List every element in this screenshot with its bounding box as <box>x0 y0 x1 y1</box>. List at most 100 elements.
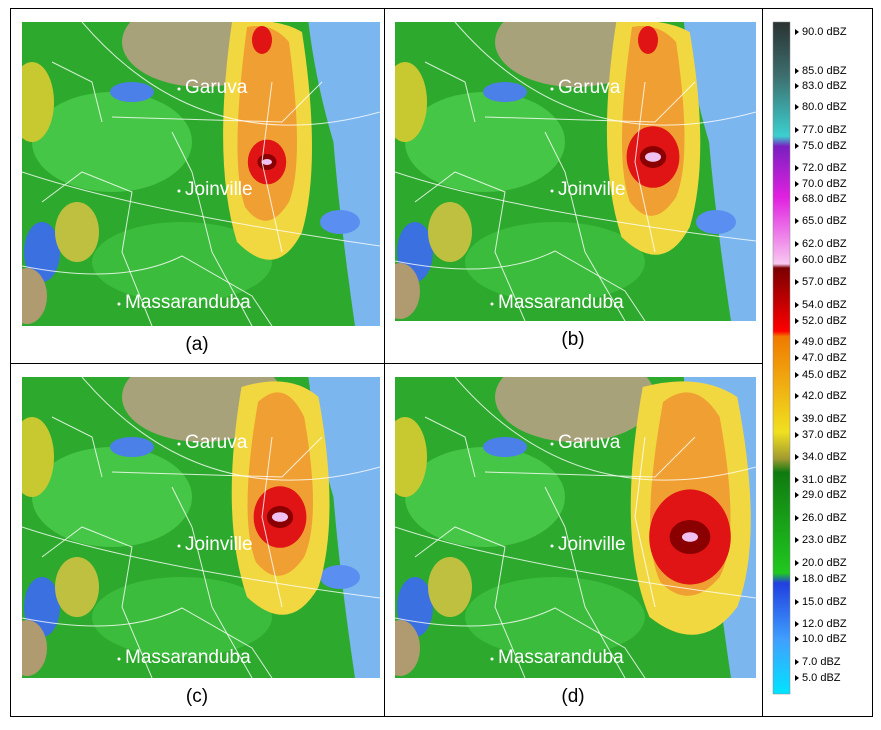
echo-blue <box>110 437 154 457</box>
boundary <box>41 171 153 326</box>
radar-map: Garuva Joinville Massaranduba <box>22 22 380 326</box>
place-dot <box>490 657 494 661</box>
echo-yellow <box>22 62 54 142</box>
legend-pointer <box>795 515 799 521</box>
boundary <box>634 436 656 608</box>
legend-label: 29.0 dBZ <box>802 489 847 501</box>
echo <box>405 92 565 192</box>
radar-map: Garuva Joinville Massaranduba <box>22 377 380 678</box>
echo-yellow <box>428 557 472 617</box>
boundary <box>111 81 323 123</box>
legend-label: 52.0 dBZ <box>802 315 847 327</box>
place-dot <box>117 302 121 306</box>
place-label: Massaranduba <box>498 647 624 668</box>
echo-blue <box>696 210 736 234</box>
echo-yellow <box>395 417 427 497</box>
legend-label: 31.0 dBZ <box>802 474 847 486</box>
boundary <box>22 255 273 326</box>
legend-pointer <box>795 83 799 89</box>
legend-label: 45.0 dBZ <box>802 369 847 381</box>
echo <box>405 447 565 547</box>
color-scale <box>772 21 791 695</box>
storm-peak <box>682 532 698 542</box>
boundary <box>484 81 696 123</box>
storm-core <box>252 26 272 54</box>
place-dot <box>117 657 121 661</box>
legend-pointer <box>795 355 799 361</box>
boundary <box>414 526 526 678</box>
legend-pointer <box>795 318 799 324</box>
place-dot <box>550 87 554 91</box>
boundary <box>544 486 626 678</box>
boundary <box>544 131 626 321</box>
echo-yellow <box>428 202 472 262</box>
legend-pointer <box>795 477 799 483</box>
place-label: Joinville <box>558 534 626 555</box>
legend-label: 49.0 dBZ <box>802 336 847 348</box>
boundary <box>395 526 756 599</box>
echo-blue <box>483 437 527 457</box>
boundary <box>484 436 696 478</box>
echo <box>465 222 645 302</box>
echo <box>465 577 645 657</box>
echo-yellow <box>22 417 54 497</box>
legend-label: 75.0 dBZ <box>802 140 847 152</box>
legend-label: 5.0 dBZ <box>802 672 841 684</box>
legend-label: 23.0 dBZ <box>802 534 847 546</box>
place-dot <box>550 544 554 548</box>
legend-pointer <box>795 165 799 171</box>
legend-pointer <box>795 143 799 149</box>
legend-label: 15.0 dBZ <box>802 596 847 608</box>
place-dot <box>550 442 554 446</box>
legend-pointer <box>795 127 799 133</box>
place-label: Garuva <box>185 77 248 98</box>
terrain <box>22 620 47 676</box>
legend-pointer <box>795 560 799 566</box>
place-label: Massaranduba <box>498 292 624 313</box>
legend-pointer <box>795 196 799 202</box>
legend-label: 34.0 dBZ <box>802 451 847 463</box>
legend-pointer <box>795 241 799 247</box>
sea <box>683 22 756 321</box>
legend-label: 80.0 dBZ <box>802 101 847 113</box>
boundary <box>424 416 476 478</box>
legend-label: 7.0 dBZ <box>802 656 841 668</box>
legend-pointer <box>795 675 799 681</box>
boundary <box>171 131 253 326</box>
legend-label: 42.0 dBZ <box>802 390 847 402</box>
legend-pointer <box>795 104 799 110</box>
place-label: Massaranduba <box>125 647 251 668</box>
legend-pointer <box>795 279 799 285</box>
legend-label: 60.0 dBZ <box>802 254 847 266</box>
echo-blue <box>320 210 360 234</box>
legend-label: 57.0 dBZ <box>802 276 847 288</box>
terrain <box>22 268 47 324</box>
panel-caption: (b) <box>561 329 585 350</box>
boundary <box>51 61 103 123</box>
place-dot <box>177 87 181 91</box>
legend-label: 85.0 dBZ <box>802 65 847 77</box>
legend-pointer <box>795 372 799 378</box>
storm-inner <box>247 392 313 576</box>
radar-map: Garuva Joinville Massaranduba <box>395 22 756 321</box>
echo-yellow <box>55 557 99 617</box>
place-label: Garuva <box>558 77 621 98</box>
echo-yellow <box>395 62 427 142</box>
storm-peak <box>645 152 661 162</box>
legend-pointer <box>795 454 799 460</box>
legend-pointer <box>795 257 799 263</box>
boundary <box>634 81 656 253</box>
place-label: Joinville <box>185 179 253 200</box>
legend-pointer <box>795 393 799 399</box>
boundary <box>81 377 380 481</box>
legend-label: 54.0 dBZ <box>802 299 847 311</box>
boundary <box>171 486 253 678</box>
panel-caption: (a) <box>185 334 209 355</box>
legend-pointer <box>795 29 799 35</box>
legend-label: 47.0 dBZ <box>802 352 847 364</box>
place-label: Joinville <box>558 179 626 200</box>
radar-map: Garuva Joinville Massaranduba <box>395 377 756 678</box>
place-dot <box>550 189 554 193</box>
panel-caption: (c) <box>185 686 209 707</box>
